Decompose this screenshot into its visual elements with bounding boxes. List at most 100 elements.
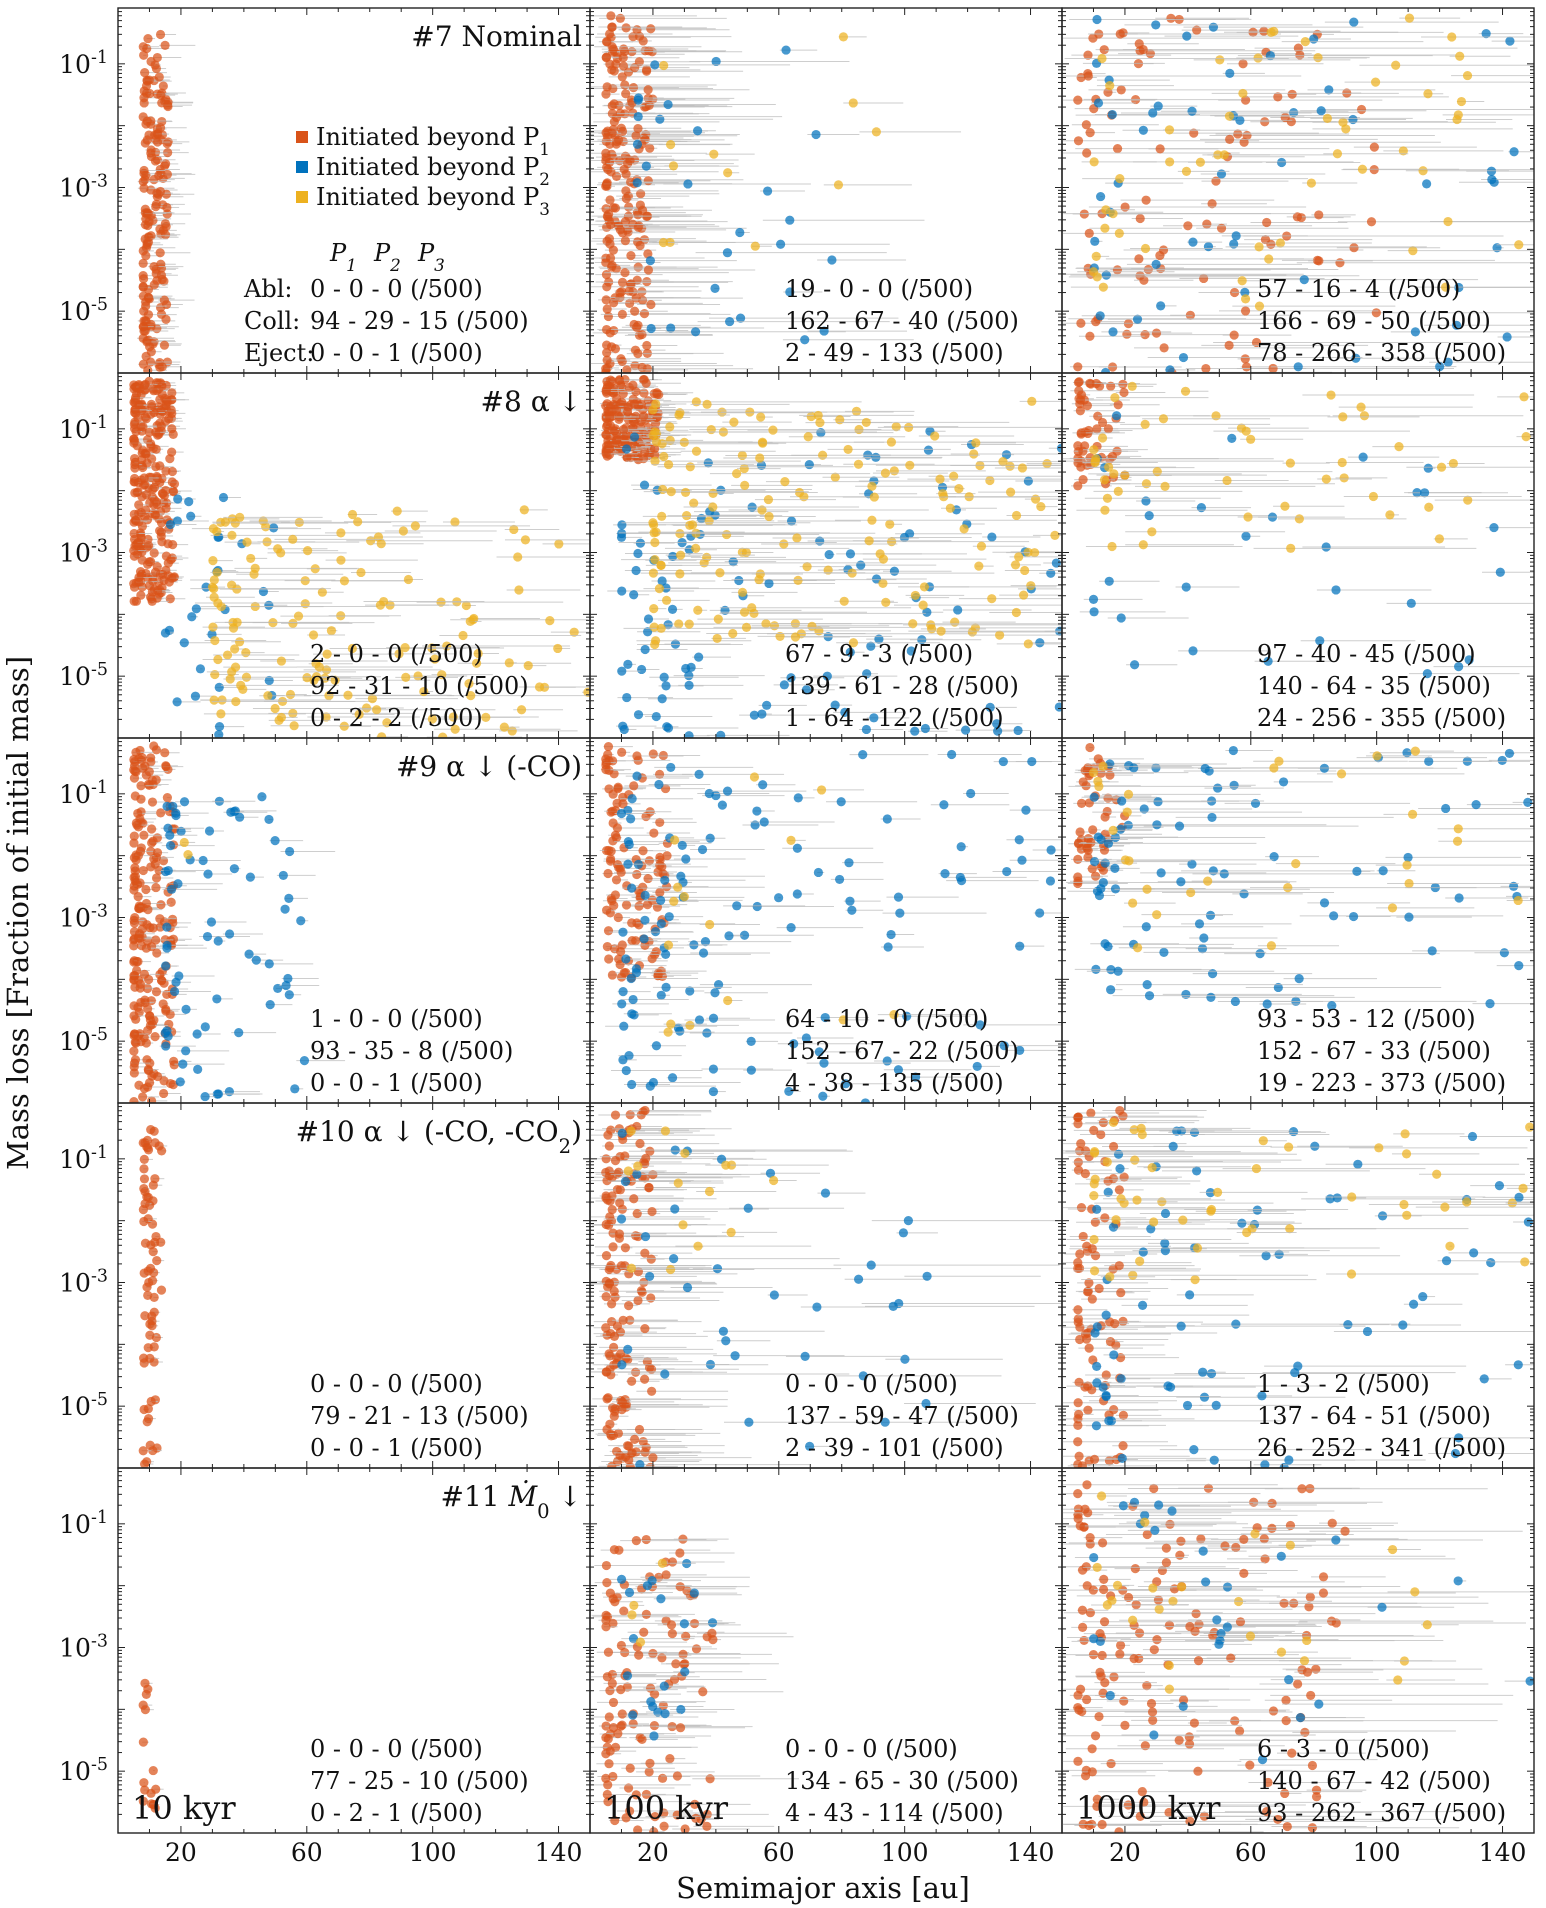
data-point-P1: [617, 126, 628, 136]
panel-r0c2: 57 - 16 - 4 (/500) 166 - 69 - 50 (/500) 78…: [1061, 7, 1535, 374]
data-point-P1: [621, 23, 631, 33]
count-line-2: 24 - 256 - 355 (/500): [1257, 704, 1506, 732]
y-tick-label: 10-1: [59, 413, 108, 444]
data-point-P2: [1277, 157, 1287, 168]
data-point-P1: [1241, 362, 1252, 372]
data-point-P2: [226, 807, 236, 817]
data-point-P2: [861, 724, 872, 735]
data-point-P2: [160, 628, 171, 638]
data-point-P1: [133, 477, 143, 488]
data-point-P2: [191, 604, 201, 614]
data-point-P1: [1112, 265, 1122, 275]
data-point-P2: [824, 549, 834, 560]
data-point-P1: [1076, 428, 1086, 438]
data-point-P3: [971, 438, 981, 448]
data-point-P3: [665, 422, 675, 432]
data-point-P1: [601, 421, 612, 432]
data-point-P3: [377, 732, 387, 738]
data-point-P3: [520, 535, 531, 545]
data-point-P3: [728, 628, 738, 639]
data-point-P3: [927, 624, 937, 634]
data-point-P1: [601, 384, 611, 395]
data-point-P1: [1116, 85, 1126, 95]
data-point-P1: [1207, 199, 1217, 209]
data-point-P3: [709, 149, 719, 159]
data-point-P3: [473, 648, 483, 659]
data-point-P3: [689, 498, 699, 508]
data-point-P3: [1164, 125, 1175, 135]
data-point-P1: [143, 208, 153, 219]
data-point-P2: [1423, 463, 1433, 473]
data-point-P2: [906, 646, 916, 656]
data-point-P1: [617, 72, 627, 82]
data-point-P3: [1321, 474, 1331, 484]
data-point-P1: [138, 1092, 148, 1102]
data-point-P3: [1385, 510, 1395, 520]
data-point-P3: [1005, 461, 1015, 471]
data-point-P3: [288, 618, 298, 629]
data-point-P2: [690, 327, 701, 337]
data-point-P1: [629, 399, 639, 409]
data-point-P1: [617, 309, 627, 319]
data-point-P1: [1225, 134, 1235, 144]
data-point-P1: [625, 279, 636, 289]
data-point-P1: [141, 884, 151, 895]
data-point-P1: [160, 230, 171, 240]
data-point-P3: [790, 632, 801, 642]
data-point-P3: [212, 526, 222, 537]
data-point-P1: [136, 590, 146, 600]
data-point-P2: [684, 670, 694, 681]
y-tick-label: 10-5: [59, 295, 108, 326]
data-point-P1: [1155, 144, 1165, 154]
data-point-P1: [649, 444, 660, 454]
data-point-P1: [639, 309, 650, 319]
data-point-P2: [1144, 510, 1154, 521]
data-point-P3: [663, 459, 674, 470]
data-point-P3: [1181, 166, 1192, 176]
data-point-P1: [614, 135, 624, 145]
data-point-P3: [212, 567, 222, 577]
data-point-P1: [635, 422, 646, 432]
data-point-P1: [645, 143, 655, 153]
data-point-P1: [144, 217, 154, 227]
data-point-P3: [775, 631, 785, 642]
data-point-P3: [1434, 534, 1445, 544]
data-point-P3: [1238, 88, 1248, 99]
data-point-P3: [1240, 294, 1251, 304]
data-point-P2: [953, 605, 963, 615]
data-point-P1: [621, 89, 631, 99]
data-point-P1: [633, 123, 643, 134]
data-point-P1: [130, 417, 140, 427]
data-point-P2: [819, 326, 829, 336]
data-point-P2: [165, 519, 176, 530]
data-point-P3: [230, 662, 241, 672]
data-point-P2: [856, 560, 866, 570]
data-point-P1: [138, 258, 148, 268]
data-point-P3: [1102, 493, 1113, 503]
data-point-P1: [1085, 331, 1095, 341]
data-point-P3: [684, 619, 694, 629]
data-point-P1: [167, 573, 177, 583]
data-point-P2: [910, 726, 920, 736]
data-point-P3: [183, 850, 193, 860]
data-point-P1: [129, 831, 139, 841]
data-point-P3: [1394, 441, 1404, 452]
data-point-P3: [861, 417, 871, 428]
data-point-P1: [143, 237, 154, 247]
data-point-P3: [715, 568, 725, 578]
data-point-P3: [702, 552, 712, 562]
data-point-P1: [131, 426, 141, 437]
data-point-P3: [649, 604, 659, 614]
data-point-P3: [263, 691, 273, 701]
data-point-P1: [635, 240, 645, 251]
data-point-P3: [227, 580, 237, 590]
data-point-P1: [1076, 318, 1086, 328]
data-point-P1: [1151, 328, 1162, 338]
data-point-P2: [1089, 607, 1099, 617]
legend-swatch-P1: [296, 131, 308, 143]
data-point-P2: [617, 666, 627, 676]
data-point-P1: [646, 24, 656, 34]
data-point-P2: [1435, 362, 1445, 372]
data-point-P2: [764, 578, 774, 589]
data-point-P3: [713, 614, 723, 624]
